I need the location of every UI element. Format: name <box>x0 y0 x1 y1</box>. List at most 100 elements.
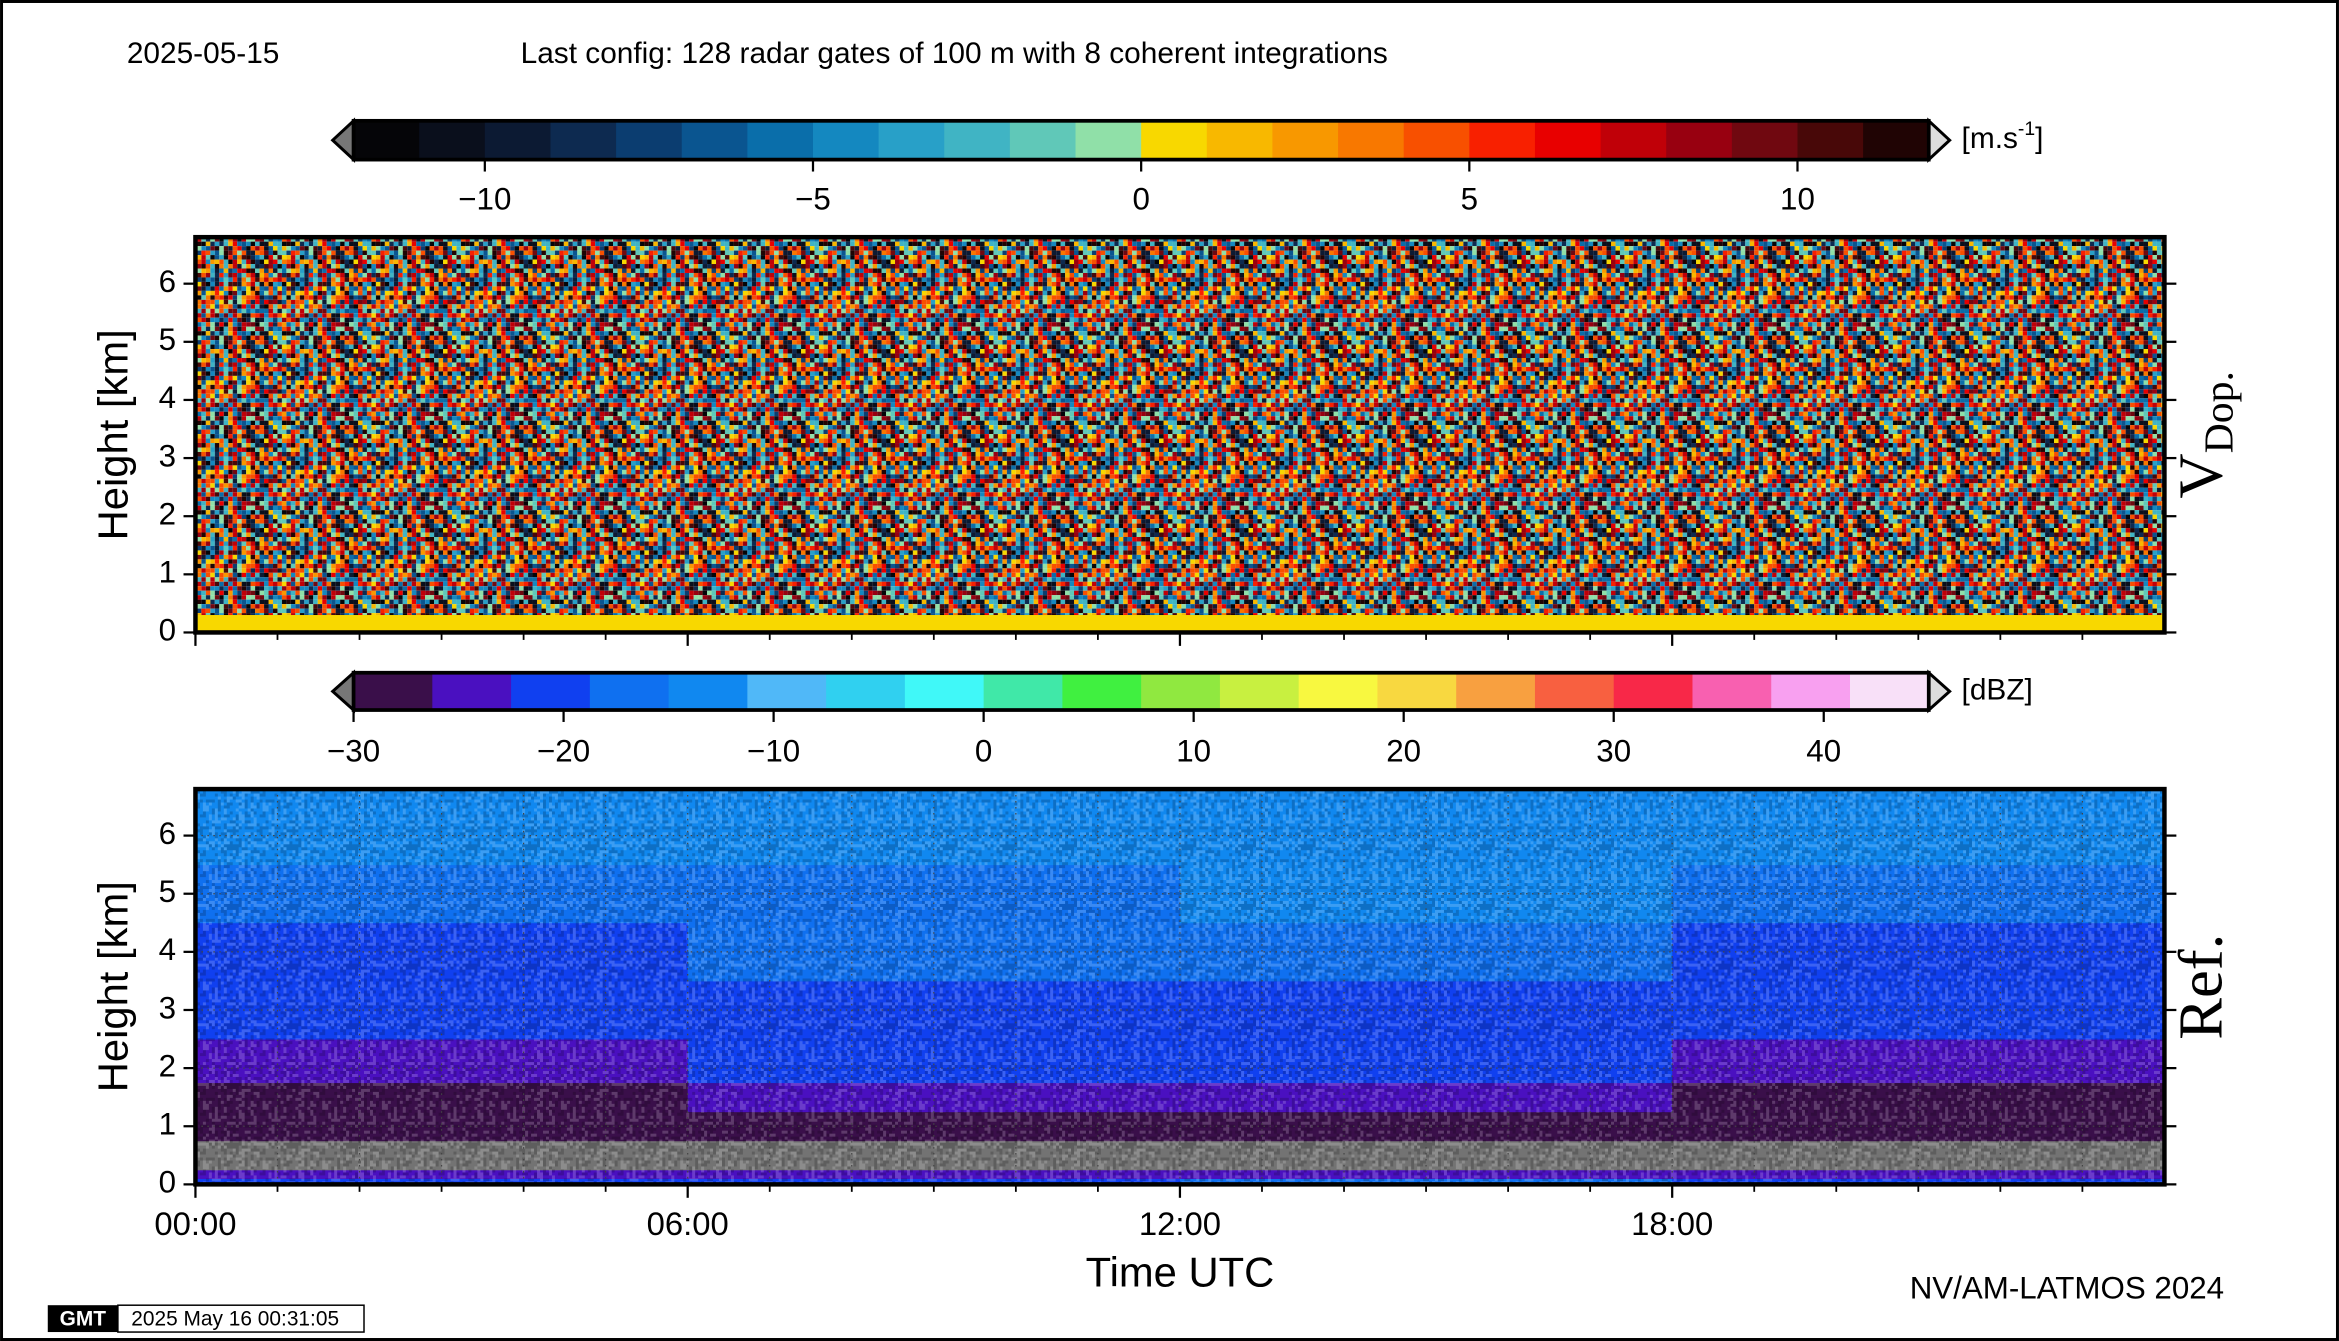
colorbar-segment <box>1456 672 1536 711</box>
colorbar-tick-label: 20 <box>1386 734 1421 769</box>
colorbar-segment <box>878 120 946 160</box>
colorbar-segment <box>668 672 749 711</box>
side-label-main: V <box>2166 453 2236 498</box>
y-tick-label: 4 <box>159 380 176 415</box>
heatmap-cell <box>195 615 689 633</box>
colorbar-tick-label: 40 <box>1806 734 1841 769</box>
colorbar-segment <box>1009 120 1077 160</box>
side-label-sub: Dop. <box>2196 371 2242 453</box>
colorbar-segment <box>747 672 827 711</box>
colorbar-tick-label: 10 <box>1176 734 1211 769</box>
colorbar-segment <box>1534 120 1602 160</box>
date: 2025-05-15 <box>127 37 280 70</box>
x-tick-label: 06:00 <box>647 1205 729 1242</box>
colorbar-tick-label: −10 <box>747 734 800 769</box>
colorbar-segment <box>747 120 814 160</box>
heatmap-cell <box>1672 615 2166 633</box>
colorbar-tick-label: 0 <box>975 734 992 769</box>
timestamp-box <box>117 1304 365 1333</box>
colorbar-segment <box>432 672 512 711</box>
timestamp: 2025 May 16 00:31:05 <box>131 1308 339 1331</box>
unit-part: ] <box>2035 122 2043 155</box>
x-tick-label: 12:00 <box>1139 1205 1221 1242</box>
colorbar-segment <box>1600 120 1667 160</box>
colorbar-tick-label: 10 <box>1780 182 1815 217</box>
colorbar-segment <box>1613 672 1694 711</box>
credit: NV/AM-LATMOS 2024 <box>1910 1271 2224 1306</box>
colorbar-unit: [dBZ] <box>1962 673 2033 706</box>
panel-frame <box>193 234 2167 635</box>
colorbar-segment <box>1141 672 1221 711</box>
colorbar-segment <box>1469 120 1536 160</box>
colorbar-segment <box>1403 120 1471 160</box>
y-tick-label: 5 <box>159 874 176 909</box>
colorbar-segment <box>983 672 1064 711</box>
colorbar-tick-label: 30 <box>1596 734 1631 769</box>
unit-part: -1 <box>2018 118 2035 140</box>
unit-part: [dBZ] <box>1962 673 2033 706</box>
colorbar-segment <box>1534 672 1615 711</box>
y-tick-label: 3 <box>159 990 176 1025</box>
y-tick-label: 6 <box>159 264 176 299</box>
colorbar-segment <box>419 120 486 160</box>
y-tick-label: 2 <box>159 496 176 531</box>
config: Last config: 128 radar gates of 100 m wi… <box>521 37 1388 70</box>
y-tick-label: 1 <box>159 555 176 590</box>
y-tick-label: 0 <box>159 613 176 648</box>
heatmap-cell <box>687 615 1181 633</box>
y-tick-label: 3 <box>159 438 176 473</box>
colorbar-tick-label: −10 <box>458 182 511 217</box>
y-tick-label: 2 <box>159 1048 176 1083</box>
colorbar-segment <box>1692 672 1772 711</box>
colorbar-tick-label: −30 <box>327 734 380 769</box>
colorbar-segment <box>484 120 552 160</box>
y-axis-label: Height [km] <box>89 881 136 1092</box>
y-axis-label: Height [km] <box>89 329 136 540</box>
colorbar-segment <box>1377 672 1457 711</box>
colorbar-segment <box>826 672 906 711</box>
y-tick-label: 5 <box>159 322 176 357</box>
colorbar-segment <box>1863 120 1930 160</box>
colorbar-segment <box>812 120 880 160</box>
colorbar-tick-label: 5 <box>1461 182 1478 217</box>
y-tick-label: 6 <box>159 816 176 851</box>
side-label: Ref. <box>2166 934 2236 1040</box>
colorbar-segment <box>353 120 420 160</box>
colorbar-tick-label: −5 <box>795 182 831 217</box>
colorbar-tick-label: 0 <box>1132 182 1149 217</box>
colorbar-segment <box>904 672 985 711</box>
noise-field <box>195 237 2165 633</box>
colorbar-segment <box>616 120 683 160</box>
logo: GMT <box>60 1308 107 1331</box>
colorbar-segment <box>1219 672 1300 711</box>
colorbar-segment <box>511 672 591 711</box>
x-tick-label: 18:00 <box>1631 1205 1713 1242</box>
colorbar-segment <box>1075 120 1142 160</box>
colorbar-segment <box>1206 120 1274 160</box>
heatmap-cell <box>1179 615 1673 633</box>
x-tick-label: 00:00 <box>154 1205 236 1242</box>
colorbar-segment <box>353 672 434 711</box>
colorbar-segment <box>1797 120 1864 160</box>
colorbar-segment <box>1272 120 1339 160</box>
colorbar-segment <box>550 120 617 160</box>
side-label-main: Ref. <box>2166 934 2236 1040</box>
colorbar-segment <box>1062 672 1142 711</box>
x-axis-label: Time UTC <box>1086 1248 1275 1295</box>
colorbar-segment <box>1771 672 1851 711</box>
colorbar-segment <box>1731 120 1799 160</box>
colorbar-segment <box>944 120 1011 160</box>
colorbar-segment <box>1666 120 1733 160</box>
colorbar-unit: [m.s-1] <box>1962 118 2044 155</box>
colorbar-segment <box>681 120 749 160</box>
side-label: VDop. <box>2166 371 2242 499</box>
colorbar-segment <box>589 672 670 711</box>
colorbar-tick-label: −20 <box>537 734 590 769</box>
y-tick-label: 4 <box>159 932 176 967</box>
y-tick-label: 1 <box>159 1107 176 1142</box>
colorbar-frame <box>351 670 1931 712</box>
colorbar-segment <box>1849 672 1930 711</box>
colorbar-segment <box>1338 120 1405 160</box>
